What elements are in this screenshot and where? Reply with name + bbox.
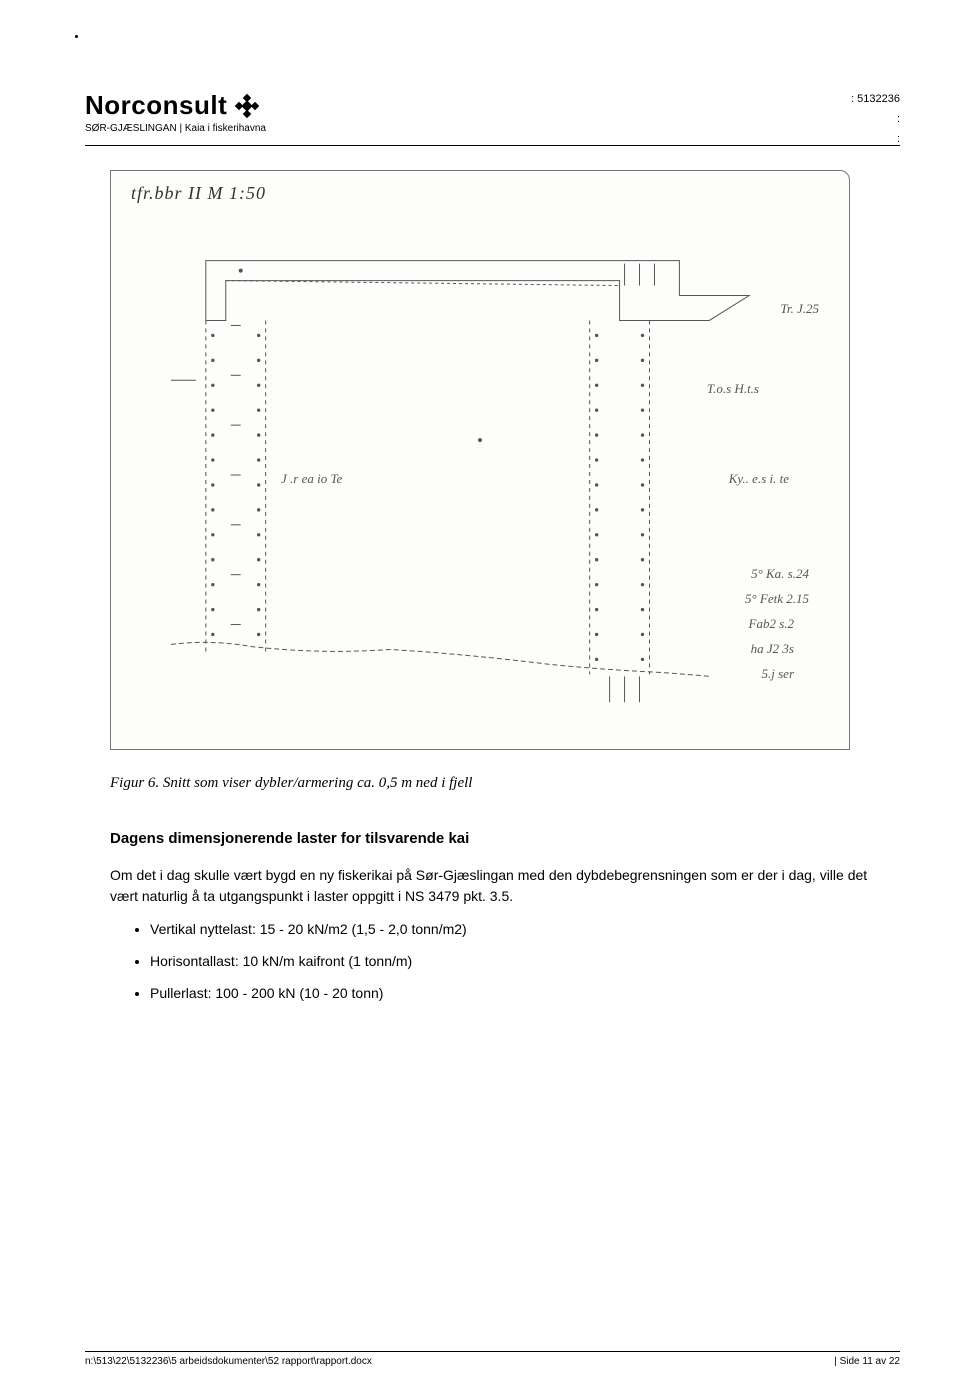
section-paragraph: Om det i dag skulle vært bygd en ny fisk… <box>110 865 870 907</box>
figure-handwritten-title: tfr.bbr II M 1:50 <box>131 183 266 204</box>
footer-page: | Side 11 av 22 <box>834 1356 900 1367</box>
list-item: Vertikal nyttelast: 15 - 20 kN/m2 (1,5 -… <box>150 921 870 937</box>
brand-name: Norconsult <box>85 90 227 121</box>
annotation-8: ha J2 3s <box>751 641 794 657</box>
brand-subtitle: SØR-GJÆSLINGAN | Kaia i fiskerihavna <box>85 123 266 134</box>
page-footer: n:\513\22\5132236\5 arbeidsdokumenter\52… <box>85 1351 900 1367</box>
header-rule <box>85 145 900 146</box>
section-heading: Dagens dimensjonerende laster for tilsva… <box>110 830 870 847</box>
section-body: Dagens dimensjonerende laster for tilsva… <box>110 830 870 1017</box>
brand-icon <box>235 94 259 118</box>
annotation-9: 5.j ser <box>762 666 795 682</box>
annotation-6: 5° Fetk 2.15 <box>745 591 809 607</box>
footer-path: n:\513\22\5132236\5 arbeidsdokumenter\52… <box>85 1356 372 1367</box>
bullet-list: Vertikal nyttelast: 15 - 20 kN/m2 (1,5 -… <box>110 921 870 1001</box>
scan-dot <box>75 35 78 38</box>
figure-caption: Figur 6. Snitt som viser dybler/armering… <box>110 775 472 792</box>
doc-number-text: : 5132236 <box>851 90 900 110</box>
doc-colon-1: : <box>851 110 900 130</box>
annotation-1: Tr. J.25 <box>780 301 819 317</box>
list-item: Horisontallast: 10 kN/m kaifront (1 tonn… <box>150 953 870 969</box>
page-header: Norconsult SØR-GJÆSLINGAN | Kaia i fiske… <box>85 90 900 149</box>
annotation-7: Fab2 s.2 <box>749 616 795 632</box>
annotation-2: T.o.s H.t.s <box>707 381 759 397</box>
list-item: Pullerlast: 100 - 200 kN (10 - 20 tonn) <box>150 985 870 1001</box>
figure-box: tfr.bbr II M 1:50 <box>110 170 850 750</box>
doc-colon-2: : <box>851 130 900 150</box>
engineering-sketch <box>151 221 809 719</box>
annotation-4: Ky.. e.s i. te <box>729 471 789 487</box>
annotation-3: J .r ea io Te <box>281 471 342 487</box>
brand-block: Norconsult SØR-GJÆSLINGAN | Kaia i fiske… <box>85 90 266 134</box>
annotation-5: 5° Ka. s.24 <box>751 566 809 582</box>
document-number: : 5132236 : : <box>851 90 900 149</box>
